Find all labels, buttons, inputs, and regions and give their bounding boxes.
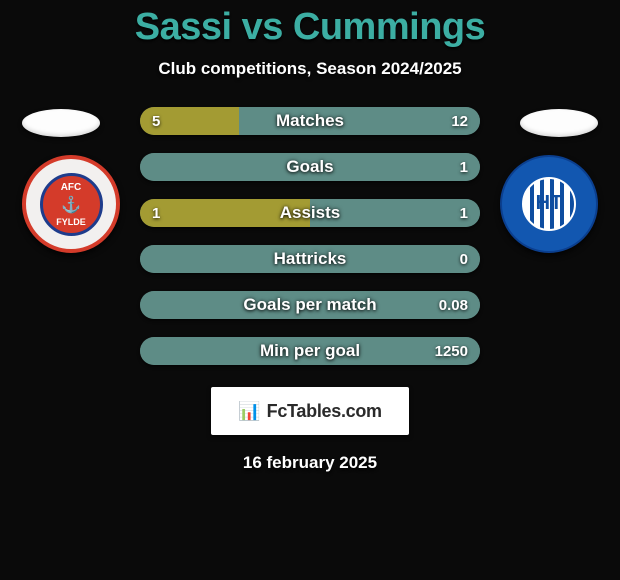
page-subtitle: Club competitions, Season 2024/2025: [0, 59, 620, 79]
stat-bar: Assists1 1: [140, 199, 480, 227]
stat-bar: Goals per match0.08: [140, 291, 480, 319]
left-badge-emblem-icon: ⚓: [61, 195, 81, 215]
stat-bar: Matches5 12: [140, 107, 480, 135]
right-country-flag: [520, 109, 598, 137]
comparison-stage: AFC ⚓ FYLDE HT Matches512Goals1Assists11…: [0, 107, 620, 365]
brand-box[interactable]: 📊 FcTables.com: [211, 387, 409, 435]
right-club-badge: HT: [500, 155, 598, 253]
bar-value-right: 0: [460, 245, 468, 273]
bar-label: Hattricks: [140, 245, 480, 273]
page-title: Sassi vs Cummings: [0, 0, 620, 49]
bar-value-right: 1: [460, 153, 468, 181]
left-country-flag: [22, 109, 100, 137]
left-badge-text-top: AFC: [61, 182, 82, 193]
stat-bar: Hattricks0: [140, 245, 480, 273]
bar-label: Matches: [140, 107, 480, 135]
left-badge-text-bottom: FYLDE: [56, 217, 86, 227]
brand-text: FcTables.com: [267, 401, 382, 422]
bar-value-right: 0.08: [439, 291, 468, 319]
bar-value-right: 1250: [435, 337, 468, 365]
brand-chart-icon: 📊: [238, 402, 260, 420]
bar-label: Goals: [140, 153, 480, 181]
left-club-badge: AFC ⚓ FYLDE: [22, 155, 120, 253]
bar-value-right: 12: [451, 107, 468, 135]
bar-value-right: 1: [460, 199, 468, 227]
bar-label: Goals per match: [140, 291, 480, 319]
bar-value-left: 1: [152, 199, 160, 227]
stat-bars: Matches512Goals1Assists11Hattricks0Goals…: [140, 107, 480, 365]
bar-label: Min per goal: [140, 337, 480, 365]
right-badge-text: HT: [536, 192, 563, 215]
bar-value-left: 5: [152, 107, 160, 135]
footer-date: 16 february 2025: [0, 453, 620, 473]
bar-label: Assists: [140, 199, 480, 227]
stat-bar: Min per goal1250: [140, 337, 480, 365]
stat-bar: Goals1: [140, 153, 480, 181]
